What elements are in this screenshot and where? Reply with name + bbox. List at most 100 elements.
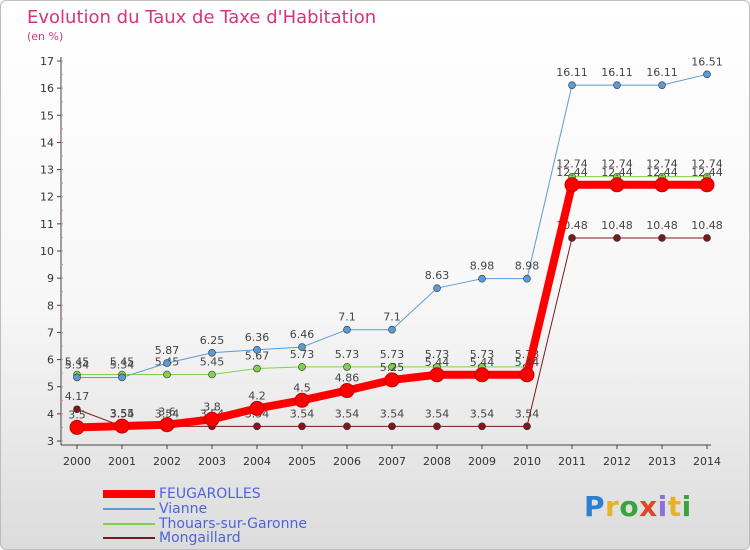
data-label-mongaillard: 10.48: [601, 219, 633, 232]
data-point-vianne: [568, 81, 576, 89]
data-point-vianne: [658, 81, 666, 89]
x-tick-label: 2008: [423, 455, 451, 468]
x-tick-label: 2004: [243, 455, 271, 468]
data-label-feugarolles: 4.2: [248, 389, 266, 402]
y-tick-label: 8: [47, 299, 54, 312]
data-point-vianne: [523, 274, 531, 283]
data-point-mongaillard: [568, 234, 576, 242]
data-label-thouars-sur-garonne: 5.45: [65, 356, 90, 369]
x-tick-label: 2002: [153, 455, 181, 468]
data-point-feugarolles: [339, 383, 355, 399]
data-point-thouars-sur-garonne: [208, 370, 216, 379]
chart-title: Evolution du Taux de Taxe d'Habitation: [27, 7, 377, 28]
y-tick-label: 10: [40, 245, 54, 258]
x-tick-label: 2009: [468, 455, 496, 468]
data-label-vianne: 6.25: [200, 334, 225, 347]
data-point-vianne: [73, 373, 81, 382]
x-tick-label: 2014: [693, 455, 721, 468]
data-label-vianne: 8.98: [470, 260, 495, 273]
data-point-mongaillard: [343, 422, 351, 431]
y-tick-label: 6: [47, 354, 54, 367]
data-point-vianne: [433, 284, 441, 292]
y-tick-label: 17: [40, 55, 54, 68]
data-label-feugarolles: 3.55: [110, 407, 135, 420]
legend-item-mongaillard: Mongaillard: [103, 530, 241, 546]
legend-label: FEUGAROLLES: [159, 486, 261, 502]
data-point-mongaillard: [253, 422, 261, 431]
data-label-mongaillard: 3.54: [470, 407, 495, 420]
data-point-vianne: [253, 345, 261, 354]
data-point-mongaillard: [523, 422, 531, 431]
data-point-mongaillard: [658, 234, 666, 242]
legend-swatch: [103, 523, 155, 525]
data-label-thouars-sur-garonne: 12.74: [556, 158, 588, 171]
data-point-vianne: [343, 325, 351, 334]
data-label-mongaillard: 3.54: [290, 407, 315, 420]
legend-item-feugarolles: FEUGAROLLES: [103, 486, 261, 502]
x-tick-label: 2001: [108, 455, 136, 468]
logo-letter: t: [667, 490, 682, 523]
data-point-feugarolles: [474, 367, 490, 383]
data-point-mongaillard: [73, 405, 81, 414]
x-tick-label: 2007: [378, 455, 406, 468]
x-tick-label: 2000: [63, 455, 91, 468]
data-label-thouars-sur-garonne: 5.73: [425, 348, 450, 361]
logo-letter: P: [584, 490, 606, 523]
legend-label: Thouars-sur-Garonne: [159, 516, 307, 532]
data-point-feugarolles: [114, 418, 130, 434]
data-point-feugarolles: [294, 392, 310, 408]
data-label-thouars-sur-garonne: 12.74: [601, 158, 633, 171]
data-label-mongaillard: 4.17: [65, 390, 90, 403]
y-tick-label: 11: [40, 218, 54, 231]
data-label-feugarolles: 4.86: [335, 372, 360, 385]
data-label-vianne: 5.34: [65, 358, 90, 371]
logo-letter: o: [619, 490, 640, 523]
data-point-feugarolles: [699, 177, 715, 193]
legend-swatch: [103, 490, 155, 498]
data-point-mongaillard: [298, 422, 306, 431]
data-label-vianne: 5.87: [155, 344, 180, 357]
data-point-mongaillard: [478, 422, 486, 431]
x-tick-label: 2006: [333, 455, 361, 468]
data-point-feugarolles: [249, 400, 265, 416]
y-tick-label: 16: [40, 82, 54, 95]
data-label-thouars-sur-garonne: 5.73: [380, 348, 405, 361]
data-label-thouars-sur-garonne: 12.74: [646, 158, 678, 171]
data-label-thouars-sur-garonne: 5.73: [335, 348, 360, 361]
data-point-feugarolles: [159, 417, 175, 433]
legend-item-vianne: Vianne: [103, 501, 207, 517]
y-tick-label: 13: [40, 164, 54, 177]
logo-letter: i: [657, 490, 668, 523]
unit-label: (en %): [27, 30, 64, 43]
legend-swatch: [103, 508, 155, 510]
data-label-feugarolles: 3.5: [68, 408, 86, 421]
x-tick-label: 2013: [648, 455, 676, 468]
y-tick-label: 15: [40, 109, 54, 122]
data-label-mongaillard: 3.54: [380, 407, 405, 420]
legend-label: Mongaillard: [159, 530, 241, 546]
data-point-feugarolles: [609, 177, 625, 193]
data-point-thouars-sur-garonne: [343, 363, 351, 371]
data-point-feugarolles: [69, 419, 85, 435]
x-tick-label: 2010: [513, 455, 541, 468]
data-point-feugarolles: [654, 177, 670, 193]
data-label-mongaillard: 3.54: [155, 407, 180, 420]
data-point-vianne: [478, 274, 486, 283]
data-label-feugarolles: 12.44: [601, 166, 633, 179]
y-tick-label: 5: [47, 381, 54, 394]
data-label-thouars-sur-garonne: 5.67: [245, 350, 270, 363]
legend-swatch: [103, 537, 155, 539]
data-label-mongaillard: 3.54: [110, 407, 135, 420]
data-label-feugarolles: 12.44: [691, 166, 723, 179]
data-point-thouars-sur-garonne: [298, 363, 306, 371]
data-label-thouars-sur-garonne: 5.45: [110, 356, 135, 369]
proxiti-logo: Proxiti: [584, 490, 692, 523]
data-label-vianne: 8.63: [425, 269, 450, 282]
data-label-thouars-sur-garonne: 5.73: [470, 348, 495, 361]
y-tick-label: 7: [47, 326, 54, 339]
data-label-feugarolles: 5.44: [425, 356, 450, 369]
data-label-feugarolles: 3.6: [158, 406, 176, 419]
data-point-vianne: [388, 325, 396, 334]
data-label-vianne: 6.36: [245, 331, 270, 344]
